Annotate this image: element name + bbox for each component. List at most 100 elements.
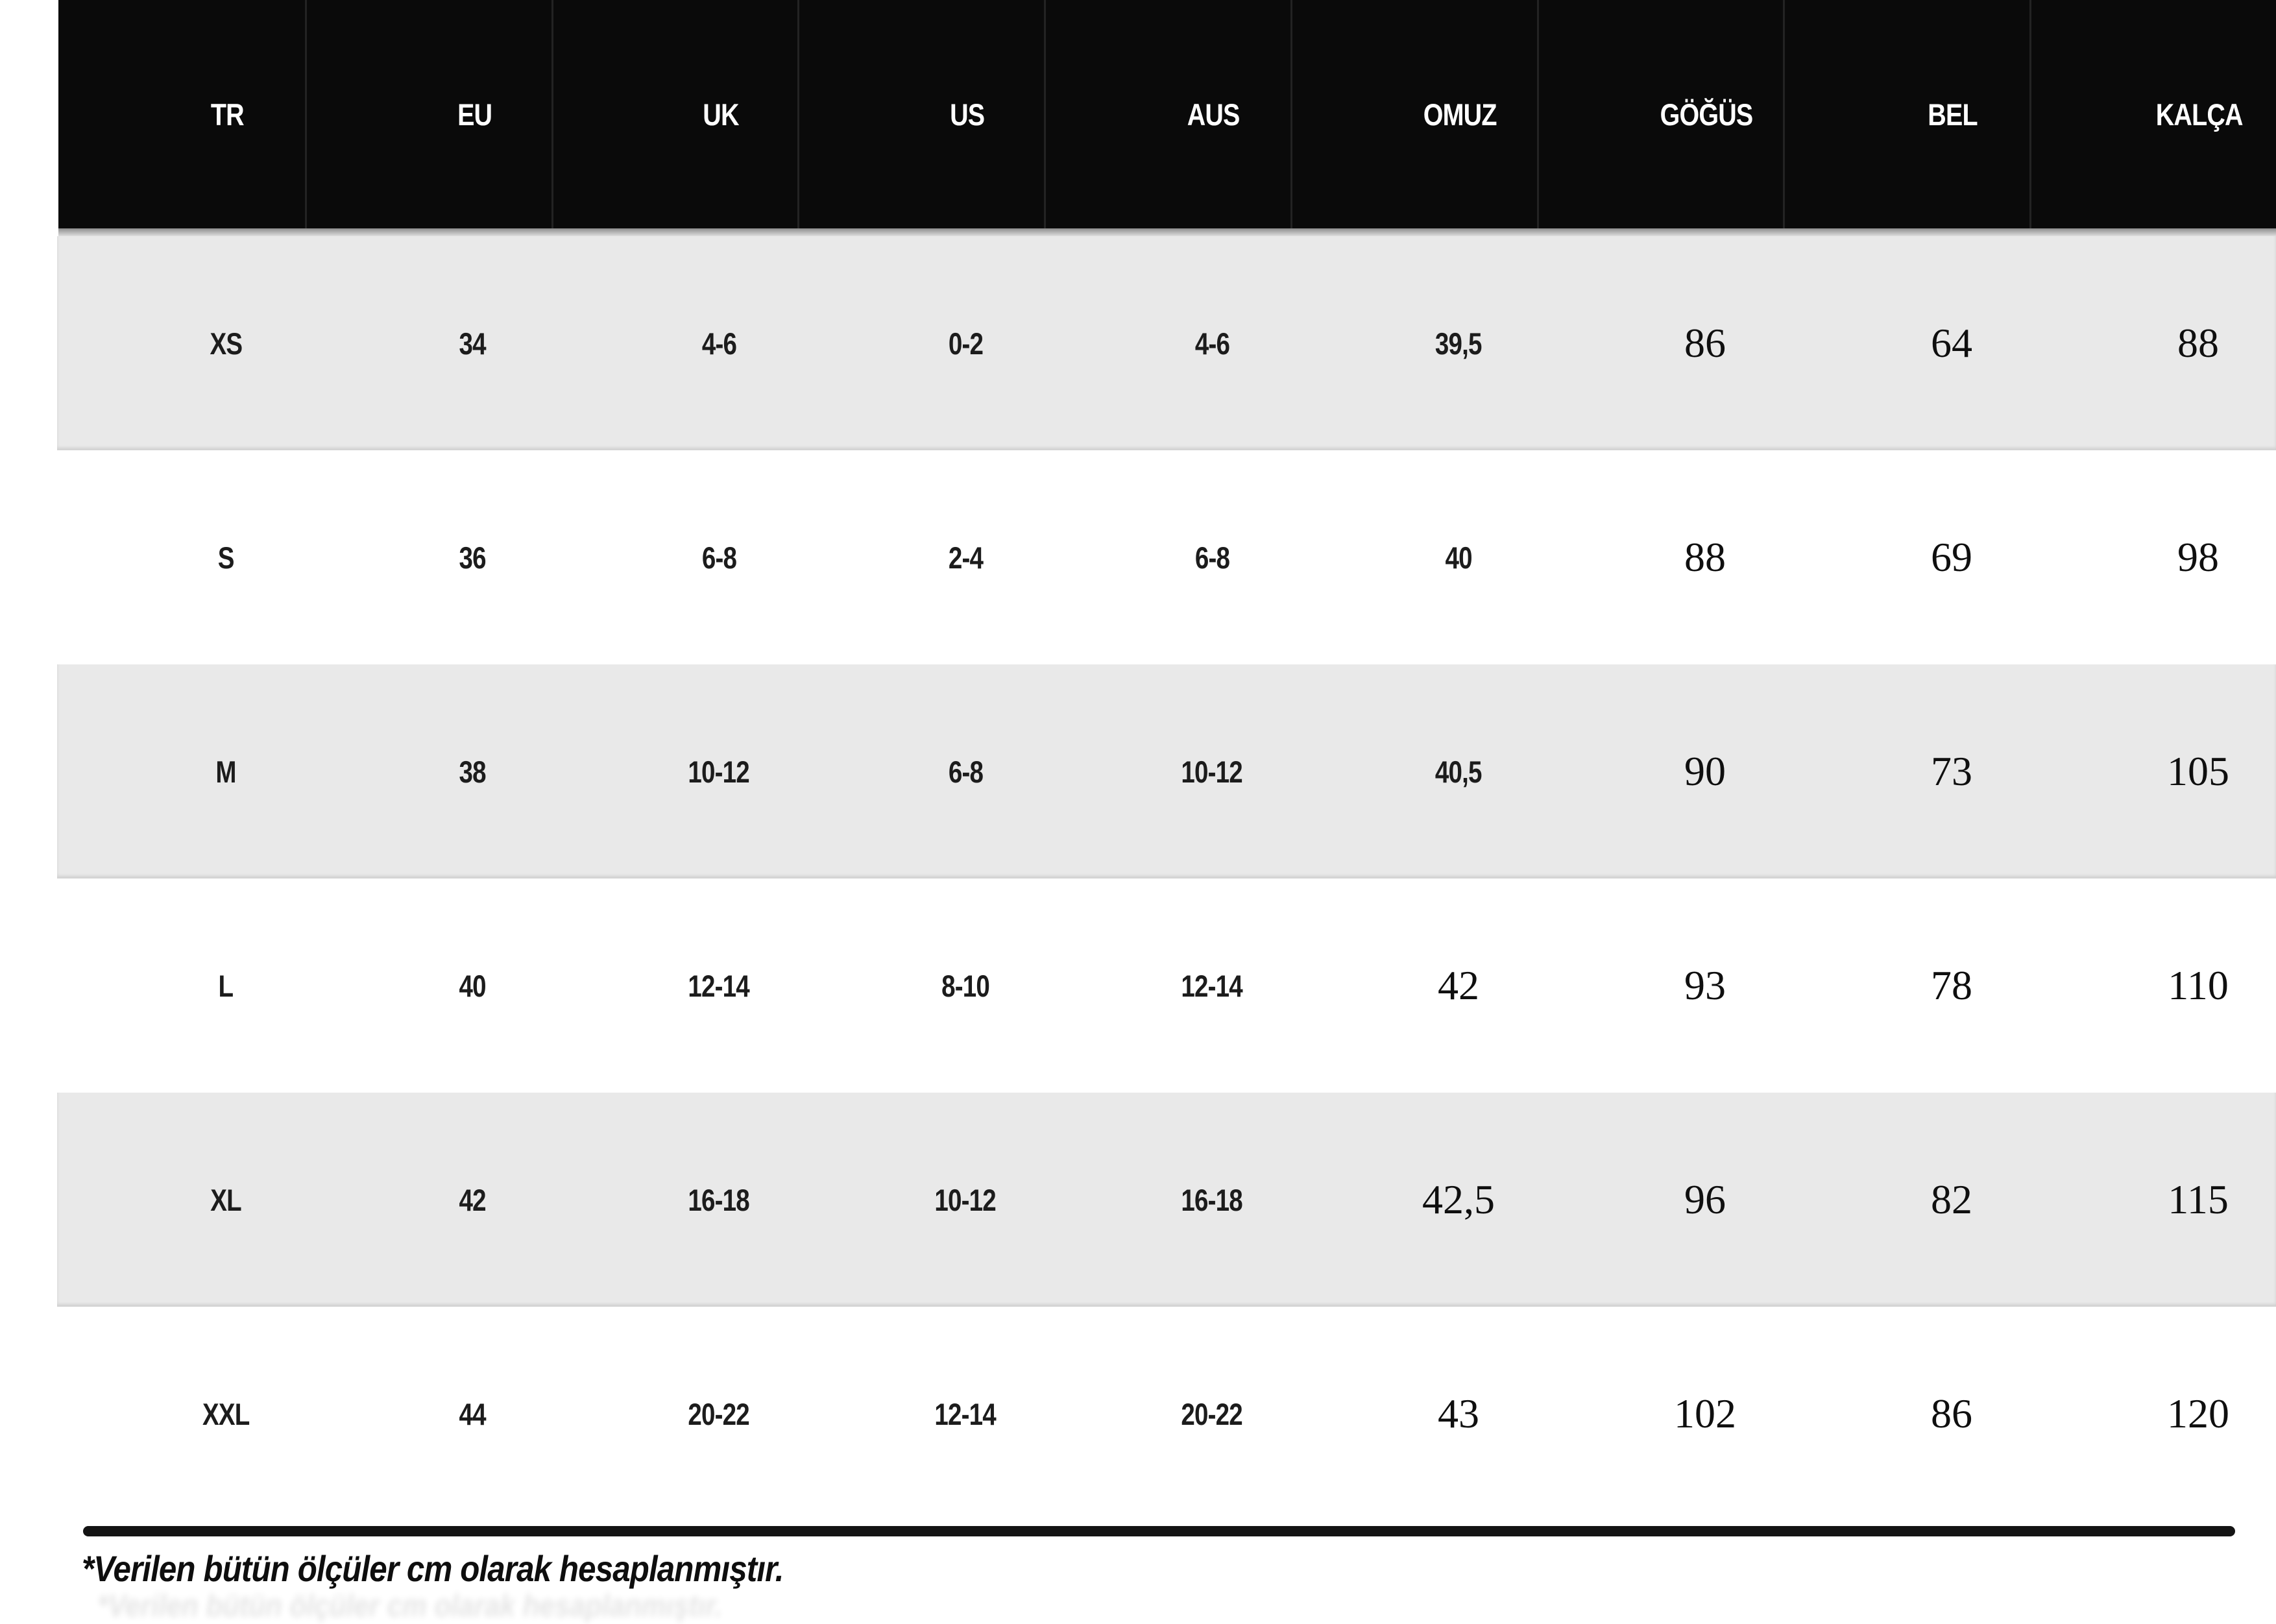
column-header-label: US — [950, 97, 985, 132]
cell-value: 2-4 — [948, 540, 983, 575]
cell-value: 88 — [1684, 534, 1726, 580]
cell-value: 8-10 — [941, 968, 990, 1003]
cell-value: 39,5 — [1435, 326, 1483, 361]
table-cell: 93 — [1536, 879, 1783, 1093]
column-header-label: UK — [703, 97, 739, 132]
table-cell: 42,5 — [1290, 1093, 1536, 1307]
cell-value: 20-22 — [1181, 1396, 1243, 1431]
column-header-eu: EU — [304, 0, 551, 228]
cell-value: 6-8 — [701, 540, 736, 575]
table-cell: 43 — [1290, 1307, 1536, 1521]
table-cell: 6-8 — [550, 450, 797, 664]
column-header-bel: BEL — [1783, 0, 2029, 228]
table-cell: 6-8 — [797, 664, 1043, 879]
cell-value: 40,5 — [1435, 754, 1483, 789]
table-cell: 88 — [1536, 450, 1783, 664]
divider-line — [83, 1526, 2235, 1536]
table-cell: 10-12 — [797, 1093, 1043, 1307]
table-cell: 98 — [2029, 450, 2276, 664]
table-cell: 0-2 — [797, 236, 1043, 450]
cell-value: 98 — [2177, 534, 2219, 580]
table-cell: L — [57, 879, 304, 1093]
cell-value: 34 — [459, 326, 486, 361]
table-row-m: M 38 10-12 6-8 10-12 40,5 90 73 105 — [57, 664, 2276, 879]
cell-value: 12-14 — [1181, 968, 1243, 1003]
cell-value: 4-6 — [1194, 326, 1229, 361]
column-header-aus: AUS — [1044, 0, 1290, 228]
cell-value: 82 — [1931, 1176, 1972, 1222]
cell-value: 86 — [1684, 320, 1726, 366]
table-cell: 64 — [1783, 236, 2029, 450]
table-cell: 2-4 — [797, 450, 1043, 664]
footnote-text: *Verilen bütün ölçüler cm olarak hesapla… — [82, 1547, 784, 1589]
table-body: XS 34 4-6 0-2 4-6 39,5 86 64 88 S 36 6-8 2-4 6-8 40 88 6… — [57, 236, 2276, 1521]
column-header-label: AUS — [1187, 97, 1241, 132]
cell-value: 69 — [1931, 534, 1972, 580]
table-cell: 4-6 — [550, 236, 797, 450]
cell-value: 10-12 — [934, 1182, 997, 1217]
cell-value: 73 — [1931, 748, 1972, 794]
table-cell: 40 — [1290, 450, 1536, 664]
column-header-label: TR — [210, 97, 244, 132]
cell-value: 102 — [1674, 1390, 1736, 1436]
table-cell: 96 — [1536, 1093, 1783, 1307]
cell-value: 44 — [459, 1396, 486, 1431]
cell-value: 10-12 — [688, 754, 750, 789]
cell-value: 0-2 — [948, 326, 983, 361]
cell-value: 93 — [1684, 962, 1726, 1008]
cell-value: 6-8 — [1194, 540, 1229, 575]
cell-value: L — [218, 968, 234, 1003]
table-cell: 90 — [1536, 664, 1783, 879]
table-cell: 36 — [304, 450, 550, 664]
cell-value: 86 — [1931, 1390, 1972, 1436]
cell-value: 40 — [459, 968, 486, 1003]
table-cell: M — [57, 664, 304, 879]
column-header-kalça: KALÇA — [2029, 0, 2276, 228]
column-header-label: BEL — [1928, 97, 1978, 132]
table-cell: S — [57, 450, 304, 664]
table-cell: 82 — [1783, 1093, 2029, 1307]
cell-value: 115 — [2168, 1176, 2229, 1222]
table-cell: 16-18 — [1043, 1093, 1290, 1307]
cell-value: 12-14 — [934, 1396, 997, 1431]
cell-value: 78 — [1931, 962, 1972, 1008]
table-cell: 12-14 — [1043, 879, 1290, 1093]
table-cell: 102 — [1536, 1307, 1783, 1521]
table-cell: 20-22 — [1043, 1307, 1290, 1521]
table-cell: 8-10 — [797, 879, 1043, 1093]
cell-value: 12-14 — [688, 968, 750, 1003]
footnote-ghost: *Verilen bütün ölçüler cm olarak hesapla… — [97, 1589, 723, 1623]
column-header-omuz: OMUZ — [1290, 0, 1537, 228]
table-cell: 115 — [2029, 1093, 2276, 1307]
table-cell: 88 — [2029, 236, 2276, 450]
cell-value: 90 — [1684, 748, 1726, 794]
table-cell: 86 — [1783, 1307, 2029, 1521]
table-cell: 120 — [2029, 1307, 2276, 1521]
table-cell: 6-8 — [1043, 450, 1290, 664]
table-row-l: L 40 12-14 8-10 12-14 42 93 78 110 — [57, 879, 2276, 1093]
table-row-xs: XS 34 4-6 0-2 4-6 39,5 86 64 88 — [57, 236, 2276, 450]
table-cell: 12-14 — [550, 879, 797, 1093]
table-cell: 4-6 — [1043, 236, 1290, 450]
column-header-uk: UK — [551, 0, 798, 228]
table-cell: 86 — [1536, 236, 1783, 450]
cell-value: 36 — [459, 540, 486, 575]
table-cell: 69 — [1783, 450, 2029, 664]
cell-value: 42 — [459, 1182, 486, 1217]
cell-value: XXL — [202, 1396, 250, 1431]
table-cell: 39,5 — [1290, 236, 1536, 450]
cell-value: 42,5 — [1422, 1176, 1495, 1222]
table-cell: 12-14 — [797, 1307, 1043, 1521]
table-cell: 20-22 — [550, 1307, 797, 1521]
header-shadow — [58, 228, 2276, 236]
table-cell: 78 — [1783, 879, 2029, 1093]
column-header-label: KALÇA — [2155, 97, 2244, 132]
cell-value: 6-8 — [948, 754, 983, 789]
table-cell: 40 — [304, 879, 550, 1093]
table-header: TR EU UK US AUS OMUZ GÖĞÜS BEL KALÇA — [58, 0, 2276, 228]
cell-value: S — [217, 540, 235, 575]
table-cell: 44 — [304, 1307, 550, 1521]
table-cell: 10-12 — [1043, 664, 1290, 879]
cell-value: 88 — [2177, 320, 2219, 366]
